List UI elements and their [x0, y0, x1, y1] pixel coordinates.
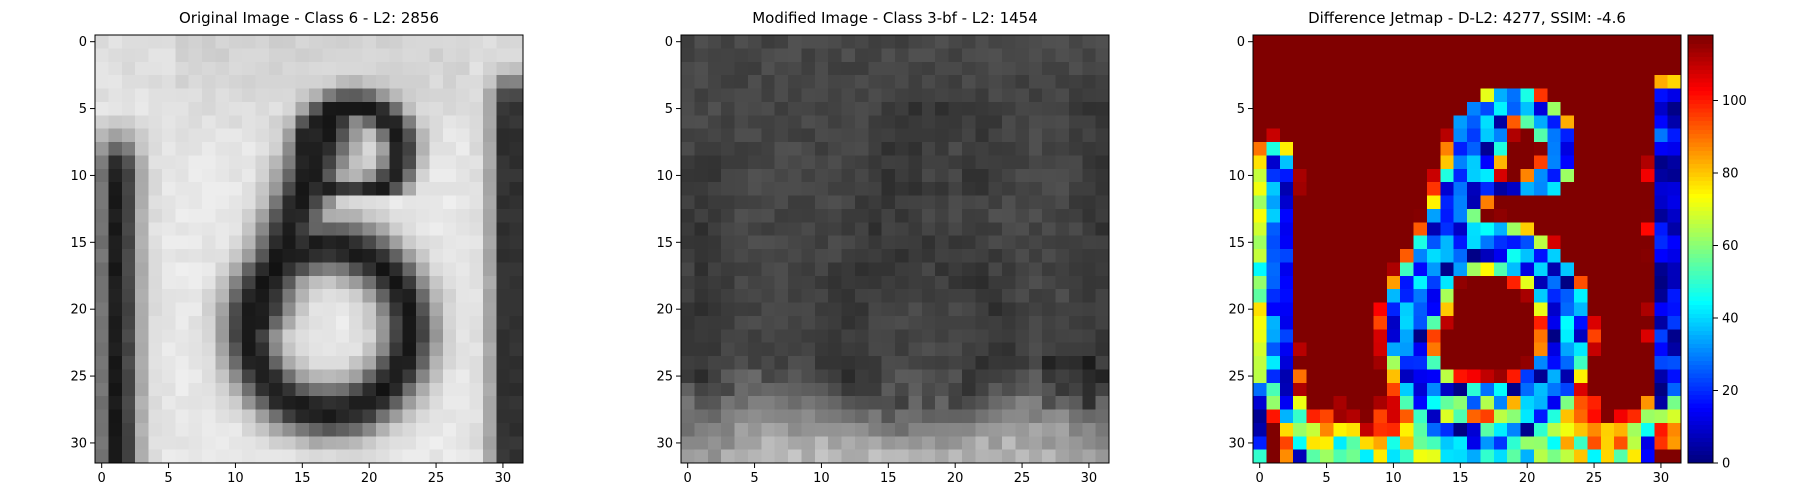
- y-tick-label: 25: [70, 370, 87, 385]
- x-tick-label: 25: [1014, 471, 1031, 486]
- x-tick-label: 0: [98, 471, 106, 486]
- x-tick-label: 15: [294, 471, 311, 486]
- y-tick-label: 20: [1228, 303, 1245, 318]
- panel-title: Modified Image - Class 3-bf - L2: 1454: [752, 9, 1038, 27]
- y-tick-label: 5: [665, 102, 673, 117]
- panel-2: Modified Image - Class 3-bf - L2: 1454 0 5…: [656, 9, 1110, 486]
- image-pixels: [95, 35, 524, 464]
- x-tick-label: 15: [880, 471, 897, 486]
- x-tick-label: 5: [164, 471, 172, 486]
- panel-3: Difference Jetmap - D-L2: 4277, SSIM: -4…: [1228, 9, 1682, 486]
- y-tick-label: 10: [70, 169, 87, 184]
- colorbar-tick-label: 0: [1722, 457, 1730, 472]
- image-pixels: [681, 35, 1110, 464]
- x-tick-label: 30: [495, 471, 512, 486]
- colorbar-tick-label: 60: [1722, 239, 1739, 254]
- colorbar-tick-label: 80: [1722, 166, 1739, 181]
- axes-frame: [680, 34, 1110, 464]
- colorbar-tick-label: 40: [1722, 311, 1739, 326]
- panel-title: Difference Jetmap - D-L2: 4277, SSIM: -4…: [1308, 9, 1626, 27]
- x-tick-label: 10: [227, 471, 244, 486]
- y-tick-label: 15: [1228, 236, 1245, 251]
- x-tick-label: 10: [1385, 471, 1402, 486]
- colorbar-tick-label: 100: [1722, 94, 1747, 109]
- colorbar-tick-label: 20: [1722, 384, 1739, 399]
- y-tick-label: 0: [79, 35, 87, 50]
- y-tick-label: 30: [1228, 436, 1245, 451]
- y-tick-label: 20: [656, 303, 673, 318]
- x-tick-label: 0: [684, 471, 692, 486]
- y-tick-label: 0: [665, 35, 673, 50]
- x-tick-label: 30: [1653, 471, 1670, 486]
- x-tick-label: 10: [813, 471, 830, 486]
- y-tick-label: 10: [1228, 169, 1245, 184]
- y-tick-label: 20: [70, 303, 87, 318]
- x-tick-label: 30: [1081, 471, 1098, 486]
- colorbar: 0 20 40 60 80 100: [1687, 34, 1747, 472]
- x-tick-label: 20: [361, 471, 378, 486]
- y-tick-label: 30: [70, 436, 87, 451]
- y-tick-label: 15: [656, 236, 673, 251]
- x-tick-label: 0: [1256, 471, 1264, 486]
- y-tick-label: 0: [1237, 35, 1245, 50]
- x-tick-label: 20: [1519, 471, 1536, 486]
- y-tick-label: 30: [656, 436, 673, 451]
- panel-1: Original Image - Class 6 - L2: 2856 0 5 10 1…: [70, 9, 524, 486]
- x-tick-label: 5: [1322, 471, 1330, 486]
- axes-frame: [94, 34, 524, 464]
- y-tick-label: 15: [70, 236, 87, 251]
- axes-frame: [1252, 34, 1682, 464]
- x-tick-label: 20: [947, 471, 964, 486]
- image-pixels: [1253, 35, 1682, 464]
- panel-title: Original Image - Class 6 - L2: 2856: [179, 9, 439, 27]
- y-tick-label: 5: [79, 102, 87, 117]
- y-tick-label: 25: [656, 370, 673, 385]
- x-tick-label: 5: [750, 471, 758, 486]
- y-tick-label: 5: [1237, 102, 1245, 117]
- y-tick-label: 25: [1228, 370, 1245, 385]
- x-tick-label: 25: [1586, 471, 1603, 486]
- x-tick-label: 25: [428, 471, 445, 486]
- x-tick-label: 15: [1452, 471, 1469, 486]
- y-tick-label: 10: [656, 169, 673, 184]
